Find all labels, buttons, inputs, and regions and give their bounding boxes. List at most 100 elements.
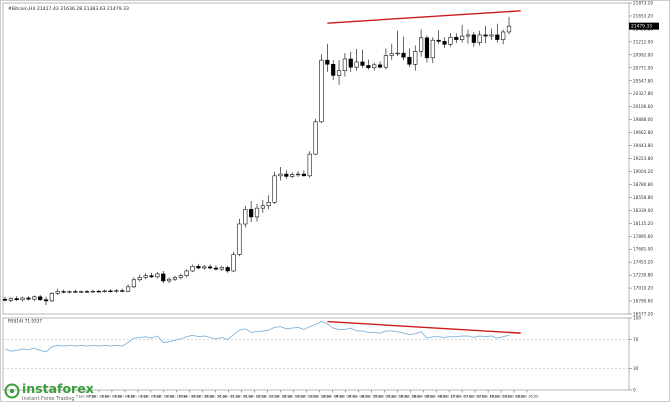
candle-body-bull <box>313 121 318 155</box>
candle <box>407 48 412 68</box>
candle <box>290 172 295 179</box>
candle <box>377 61 383 69</box>
candle <box>301 170 306 177</box>
x-tick-label: 7 Jan 16:00 <box>89 395 110 399</box>
candle-body-bear <box>2 298 8 301</box>
candle-body-bull <box>501 31 506 40</box>
candle-body-bull <box>219 267 224 270</box>
candle <box>178 273 183 280</box>
candle-body-bear <box>442 41 447 45</box>
y-tick-label: 17895.60 <box>633 234 653 239</box>
candle <box>202 265 207 270</box>
candle-body-bull <box>131 279 137 288</box>
y-tick-label: 21212.00 <box>633 39 653 44</box>
candle-body-bull <box>184 270 189 276</box>
candle-body-bear <box>84 291 90 293</box>
x-tick-label: 8 Jan 00:00 <box>102 395 123 399</box>
candle <box>49 292 54 303</box>
candle <box>477 30 482 46</box>
y-tick-label: 19443.80 <box>633 143 653 148</box>
candle <box>90 289 95 293</box>
candle-body-bear <box>424 37 430 59</box>
candle <box>395 30 400 57</box>
x-tick-label: 11 Jan 00:00 <box>217 395 240 399</box>
rsi-header: RSI(14) 71.9337 <box>8 319 42 324</box>
candle <box>137 274 142 282</box>
candle-body-bear <box>225 267 230 272</box>
candle <box>460 24 465 43</box>
candle-body-bull <box>336 70 342 76</box>
candle <box>243 205 248 228</box>
candle <box>319 54 324 123</box>
candle <box>424 35 430 63</box>
candle-body-bull <box>389 53 394 56</box>
candle-body-bull <box>295 173 301 176</box>
candle-body-bull <box>8 298 13 301</box>
x-tick-label: 8 Jan 08:00 <box>115 395 136 399</box>
x-tick-label: 16 Jan 08:00 <box>425 395 448 399</box>
rsi-y-tick-label: 30 <box>633 366 639 371</box>
current-price-tag-box <box>629 22 659 30</box>
candle-body-bull <box>465 34 471 37</box>
candle-body-bear <box>43 299 49 302</box>
candle <box>331 60 336 81</box>
candle-body-bear <box>436 39 441 42</box>
x-tick-label: 17 Jan 00:00 <box>451 395 474 399</box>
y-tick-label: 20547.80 <box>633 78 653 83</box>
candle <box>125 284 131 293</box>
candle-body-bull <box>342 58 347 71</box>
candle <box>32 295 37 301</box>
candle-body-bear <box>454 36 459 40</box>
candle-body-bull <box>395 52 400 55</box>
candle <box>79 290 84 293</box>
candle <box>213 265 219 271</box>
candle <box>413 45 418 71</box>
candle <box>149 272 154 279</box>
y-tick-label: 16577.20 <box>633 312 653 317</box>
candle-body-bull <box>413 51 418 65</box>
candle <box>20 296 25 302</box>
y-tick-label: 17681.00 <box>633 247 653 252</box>
candle <box>73 289 78 293</box>
x-tick-label: 11 Jan 08:00 <box>230 395 253 399</box>
candle-body-bear <box>401 52 406 58</box>
candle-body-bull <box>354 61 359 68</box>
candle-body-bull <box>448 36 453 45</box>
price-trendline <box>327 10 521 24</box>
candle-body-bear <box>96 290 101 293</box>
candle <box>471 31 476 47</box>
brand-logo: instaforex Instant Forex Trading <box>4 381 94 402</box>
candle <box>325 43 330 72</box>
x-tick-label: 12 Jan 00:00 <box>256 395 279 399</box>
candle-body-bear <box>471 34 476 43</box>
candle <box>354 48 359 71</box>
x-tick-label: 12 Jan 08:00 <box>269 395 292 399</box>
candle <box>389 43 394 61</box>
candle-body-bear <box>26 297 31 300</box>
candle-body-bull <box>419 37 424 52</box>
x-tick-label: 8 Jan 16:00 <box>128 395 149 399</box>
candle-body-bull <box>202 266 207 269</box>
candle-body-bull <box>319 59 324 123</box>
x-tick-label: 10 Jan 16:00 <box>204 395 227 399</box>
candle <box>219 265 224 271</box>
y-tick-label: 18115.20 <box>633 221 653 226</box>
price-pane <box>2 2 630 315</box>
candle <box>348 51 353 72</box>
candle <box>43 296 49 306</box>
y-tick-label: 19223.80 <box>633 156 653 161</box>
candle <box>172 275 178 281</box>
x-tick-label: 13 Jan 08:00 <box>308 395 331 399</box>
candle-body-bull <box>489 34 494 37</box>
price-y-axis: 21873.2021653.2021433.2021212.0020992.00… <box>629 1 653 317</box>
candle <box>448 33 453 47</box>
y-tick-label: 17453.20 <box>633 260 653 265</box>
candle <box>102 289 107 293</box>
candle <box>430 37 435 64</box>
x-tick-label: 18 Jan 16:00 <box>516 395 539 399</box>
x-tick-label: 9 Jan 16:00 <box>167 395 188 399</box>
candle <box>342 53 347 77</box>
candle-body-bull <box>266 201 271 207</box>
candle <box>506 16 512 35</box>
candle-body-bull <box>477 34 482 43</box>
